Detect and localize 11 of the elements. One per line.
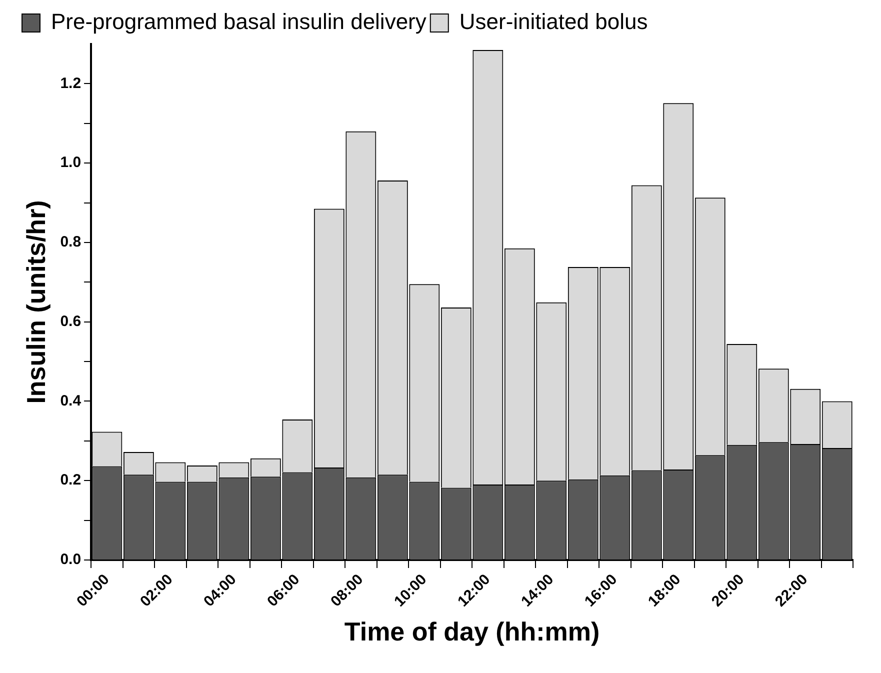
y-tick-label: 1.0 [60, 154, 82, 172]
x-axis-title: Time of day (hh:mm) [344, 616, 600, 647]
y-tick-label: 0.4 [60, 392, 82, 410]
y-tick-label: 1.2 [60, 74, 82, 92]
legend-label: User-initiated bolus [459, 9, 648, 34]
legend-label: Pre-programmed basal insulin delivery [51, 9, 426, 34]
y-tick-label: 0.2 [60, 472, 82, 489]
y-tick-label: 0.8 [60, 234, 82, 251]
y-axis-title: Insulin (units/hr) [20, 200, 51, 404]
y-tick-label: 0.0 [60, 551, 82, 568]
y-tick-label: 0.6 [60, 312, 82, 330]
